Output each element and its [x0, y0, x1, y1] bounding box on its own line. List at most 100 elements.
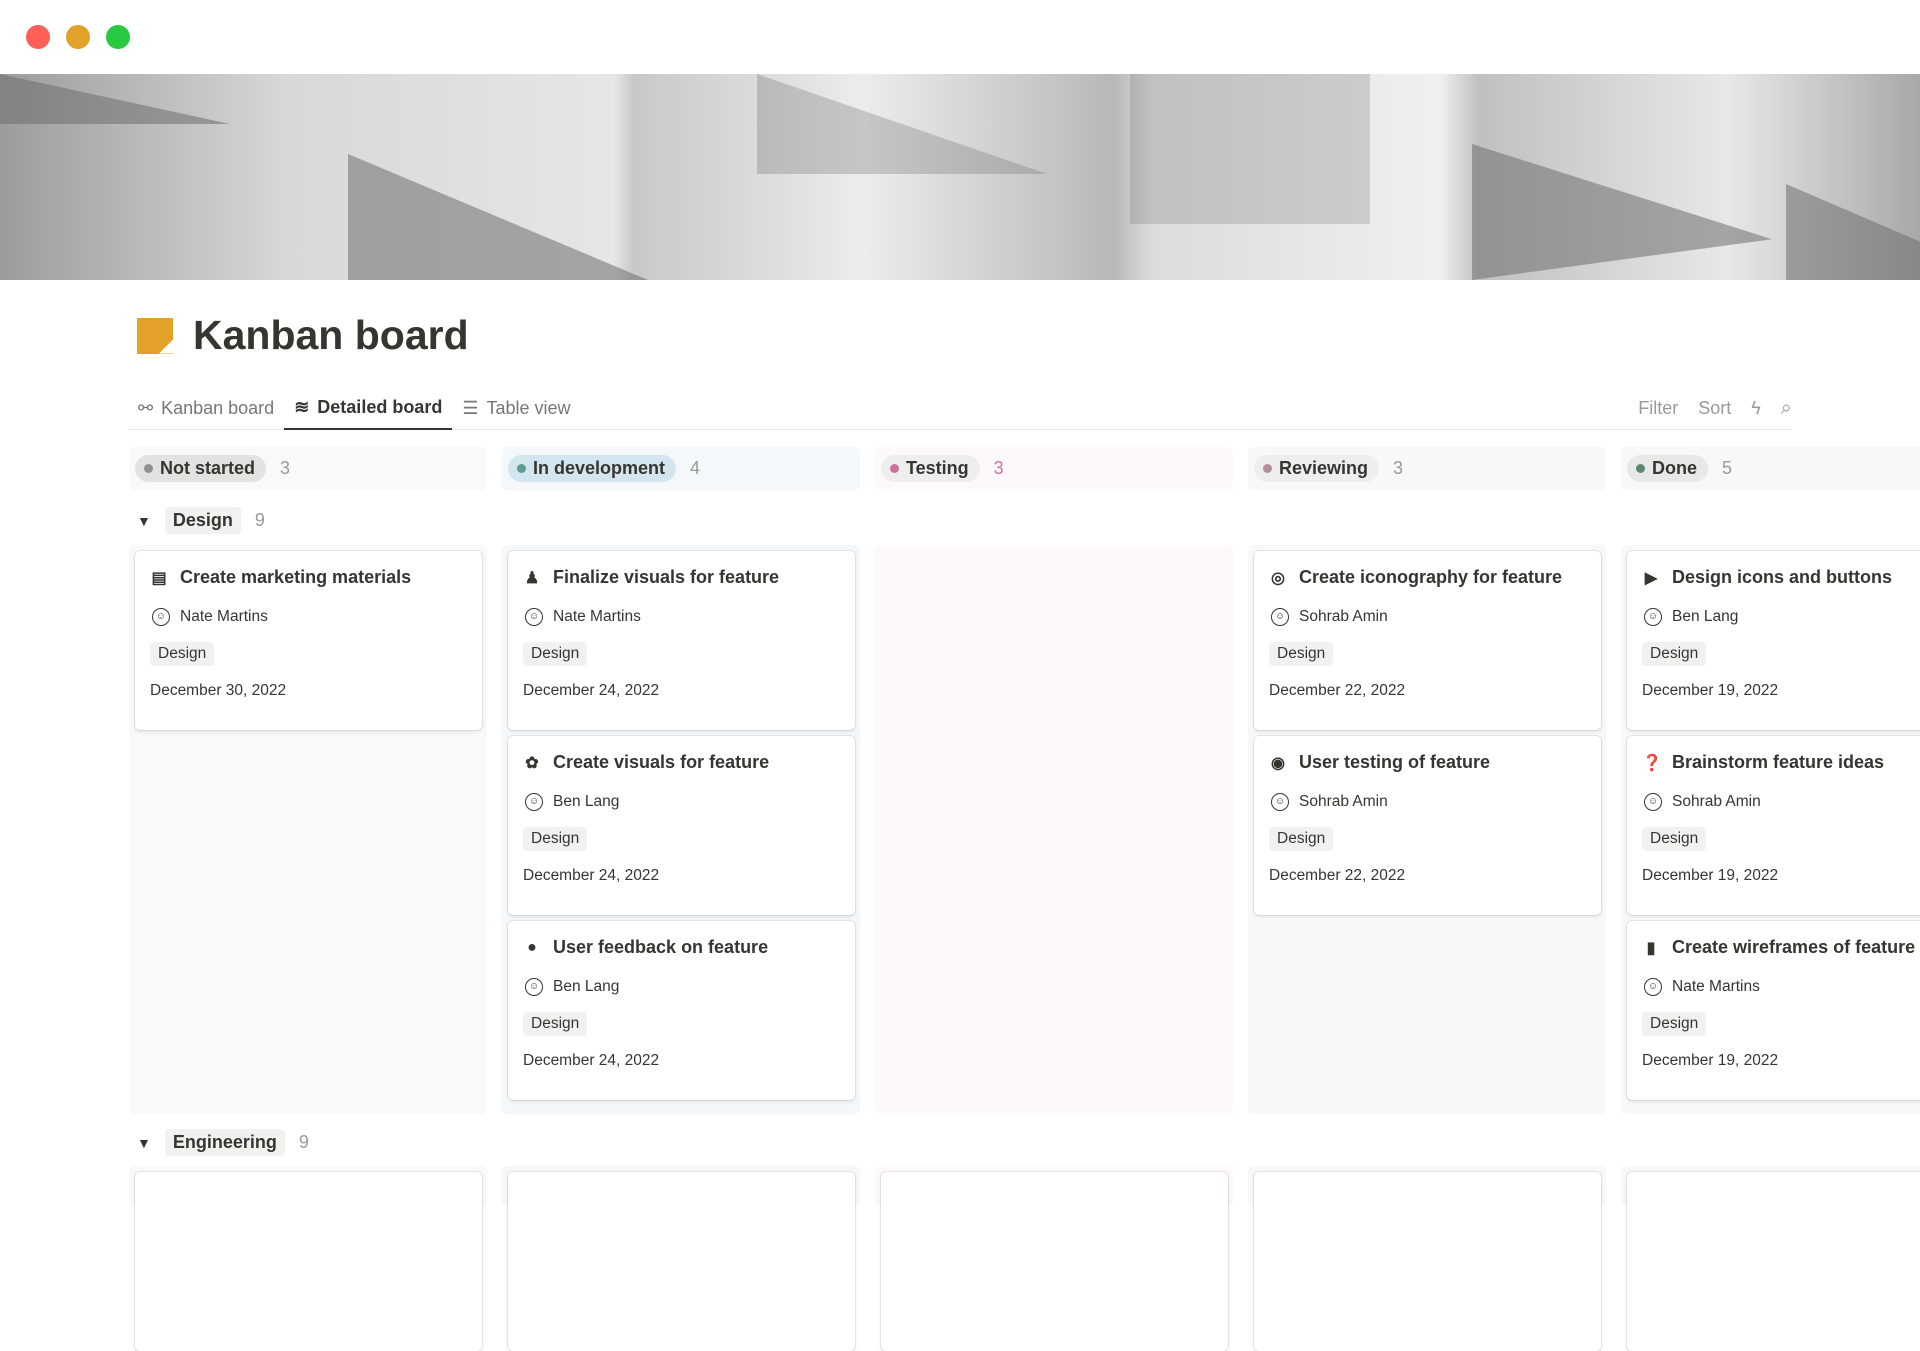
column-header: Reviewing 3: [1248, 447, 1606, 490]
tab-label: Kanban board: [161, 397, 275, 418]
maximize-window-button[interactable]: [106, 25, 130, 49]
column-lane: [1248, 1166, 1606, 1351]
tag-badge: Design: [523, 827, 588, 851]
column-lane: ◎ Create iconography for feature ☺ Sohrab …: [1248, 545, 1606, 1114]
column-header: Testing 3: [875, 447, 1233, 490]
status-label: Done: [1652, 458, 1697, 478]
tab-kanban-board[interactable]: ⚯ Kanban board: [128, 386, 284, 430]
column-header: Done 5: [1621, 447, 1920, 490]
collapse-triangle-icon[interactable]: ▼: [137, 1134, 151, 1151]
card-title: Create marketing materials: [180, 567, 412, 587]
kanban-card[interactable]: ✿ Create visuals for feature ☺ Ben Lang De…: [508, 736, 855, 915]
column-lane: ♟ Finalize visuals for feature ☺ Nate Mart…: [502, 545, 860, 1114]
minimize-window-button[interactable]: [66, 25, 90, 49]
list-icon: ☰: [462, 397, 479, 418]
filter-button[interactable]: Filter: [1638, 397, 1679, 418]
group-count: 9: [298, 1132, 309, 1152]
assignee: Ben Lang: [1672, 608, 1739, 625]
status-pill[interactable]: Done: [1627, 455, 1708, 482]
tag-badge: Design: [1269, 827, 1334, 851]
avatar: ☺: [1644, 793, 1662, 811]
kanban-card[interactable]: ▶ Design icons and buttons ☺ Ben Lang Desi…: [1627, 551, 1920, 730]
card-title: Design icons and buttons: [1672, 567, 1893, 587]
due-date: December 24, 2022: [523, 867, 660, 884]
assignee: Sohrab Amin: [1672, 793, 1761, 810]
column-lane: [875, 1166, 1233, 1351]
tab-label: Detailed board: [317, 396, 443, 417]
tag-badge: Design: [523, 642, 588, 666]
column-count: 3: [1393, 458, 1404, 478]
status-pill[interactable]: In development: [508, 455, 677, 482]
column-lane: [1621, 1166, 1920, 1351]
kanban-card[interactable]: [881, 1172, 1228, 1351]
kanban-card[interactable]: ● User feedback on feature ☺ Ben Lang Desi…: [508, 921, 855, 1100]
wave-icon: ≋: [294, 396, 310, 417]
card-title: Create iconography for feature: [1299, 567, 1563, 587]
kanban-card[interactable]: ♟ Finalize visuals for feature ☺ Nate Mart…: [508, 551, 855, 730]
kanban-card[interactable]: [508, 1172, 855, 1351]
card-title: Finalize visuals for feature: [553, 567, 780, 587]
group-count: 9: [254, 510, 265, 530]
card-icon: ▮: [1646, 939, 1656, 957]
group-label: Design: [164, 507, 241, 534]
due-date: December 19, 2022: [1642, 1052, 1779, 1069]
kanban-icon: ⚯: [138, 397, 154, 418]
assignee: Sohrab Amin: [1299, 608, 1388, 625]
status-label: In development: [533, 458, 666, 478]
avatar: ☺: [525, 978, 543, 996]
card-title: Brainstorm feature ideas: [1672, 752, 1885, 772]
column-count: 3: [280, 458, 291, 478]
due-date: December 30, 2022: [150, 682, 287, 699]
card-icon: ✿: [525, 754, 539, 772]
group-design[interactable]: ▼ Design 9: [137, 507, 265, 534]
group-engineering[interactable]: ▼ Engineering 9: [137, 1129, 309, 1156]
kanban-card[interactable]: ▤ Create marketing materials ☺ Nate Martin…: [135, 551, 482, 730]
status-pill[interactable]: Testing: [881, 455, 980, 482]
avatar: ☺: [1644, 978, 1662, 996]
view-tabs: ⚯ Kanban board ≋ Detailed board ☰ Table vie…: [128, 386, 1792, 430]
due-date: December 22, 2022: [1269, 867, 1406, 884]
assignee: Ben Lang: [553, 978, 620, 995]
card-icon: ◉: [1271, 754, 1285, 772]
status-pill[interactable]: Not started: [135, 455, 267, 482]
tab-detailed-board[interactable]: ≋ Detailed board: [284, 386, 453, 430]
close-window-button[interactable]: [26, 25, 50, 49]
card-icon: ●: [527, 938, 537, 956]
column-lane: [502, 1166, 860, 1351]
collapse-triangle-icon[interactable]: ▼: [137, 512, 151, 529]
card-icon: ❓: [1642, 754, 1662, 772]
column-header: In development 4: [502, 447, 860, 490]
tab-label: Table view: [486, 397, 571, 418]
card-title: User feedback on feature: [553, 937, 769, 957]
tag-badge: Design: [1642, 827, 1707, 851]
kanban-card[interactable]: ❓ Brainstorm feature ideas ☺ Sohrab Amin D…: [1627, 736, 1920, 915]
kanban-card[interactable]: [135, 1172, 482, 1351]
due-date: December 22, 2022: [1269, 682, 1406, 699]
card-title: Create visuals for feature: [553, 752, 770, 772]
column-count: 3: [993, 458, 1004, 478]
search-icon[interactable]: ⌕: [1780, 396, 1792, 419]
column-lane: [875, 545, 1233, 1114]
sort-button[interactable]: Sort: [1698, 397, 1732, 418]
kanban-card[interactable]: ▮ Create wireframes of feature ☺ Nate Mart…: [1627, 921, 1920, 1100]
card-title: User testing of feature: [1299, 752, 1491, 772]
page-title: Kanban board: [193, 312, 469, 358]
card-title: Create wireframes of feature: [1672, 937, 1916, 957]
kanban-card[interactable]: [1627, 1172, 1920, 1351]
tag-badge: Design: [1642, 1012, 1707, 1036]
status-dot: [517, 464, 526, 473]
lightning-icon[interactable]: ϟ: [1751, 397, 1761, 418]
tag-badge: Design: [150, 642, 215, 666]
avatar: ☺: [1271, 608, 1289, 626]
tag-badge: Design: [1269, 642, 1334, 666]
column-lane: [129, 1166, 487, 1351]
group-label: Engineering: [164, 1129, 285, 1156]
kanban-card[interactable]: [1254, 1172, 1601, 1351]
tab-table-view[interactable]: ☰ Table view: [452, 386, 580, 430]
column-count: 5: [1722, 458, 1733, 478]
status-label: Testing: [906, 458, 969, 478]
kanban-card[interactable]: ◎ Create iconography for feature ☺ Sohrab …: [1254, 551, 1601, 730]
kanban-card[interactable]: ◉ User testing of feature ☺ Sohrab Amin De…: [1254, 736, 1601, 915]
status-pill[interactable]: Reviewing: [1254, 455, 1380, 482]
due-date: December 19, 2022: [1642, 867, 1779, 884]
